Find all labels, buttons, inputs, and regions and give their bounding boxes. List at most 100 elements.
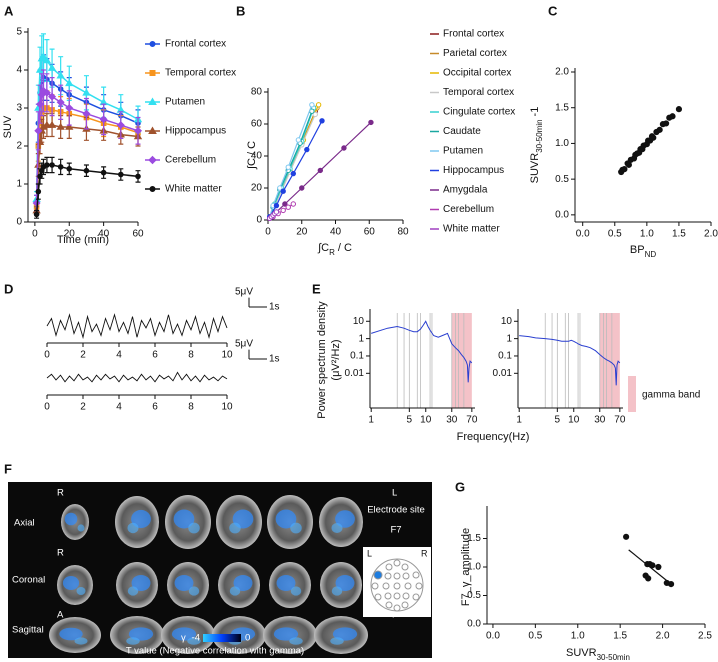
electrode [373, 570, 383, 580]
marker [312, 111, 318, 118]
y-tick-label: 2 [16, 141, 22, 152]
y-axis-label: SUVR30-50min -1 [529, 107, 544, 184]
marker [65, 103, 74, 113]
marker [656, 126, 663, 133]
panel-letter: D [4, 281, 13, 296]
x-tick-label: 10 [568, 415, 580, 426]
series-line [270, 121, 372, 218]
marker [56, 71, 65, 79]
row-label: Sagittal [12, 625, 44, 636]
electrode [393, 604, 401, 612]
x-axis-label-part: BP [630, 244, 645, 256]
x-axis-label-part: R [329, 248, 335, 257]
activation-blob [229, 522, 241, 534]
colorbar-caption: T value (Negative correlation with gamma… [126, 646, 304, 657]
y-tick-label: 10 [501, 316, 513, 327]
x-tick-label: 60 [364, 227, 376, 238]
activation-blob [59, 627, 83, 641]
electrode [404, 582, 412, 590]
marker [368, 119, 374, 126]
y-tick-label: 0.1 [498, 351, 512, 362]
legend-label: Putamen [443, 146, 483, 157]
marker [295, 137, 302, 143]
activation-blob [332, 627, 358, 641]
legend-label: White matter [165, 184, 222, 195]
marker [309, 102, 315, 108]
activation-blob [77, 524, 85, 532]
x-tick-label: 40 [330, 227, 342, 238]
marker [277, 185, 283, 191]
activation-blob [290, 522, 302, 534]
x-tick-label: 10 [221, 350, 233, 361]
x-tick-label: 10 [420, 415, 432, 426]
x-tick-label: 0.0 [576, 229, 590, 240]
activation-blob [275, 509, 297, 529]
marker [285, 164, 291, 170]
y-tick-label: 0.5 [467, 590, 481, 601]
legend-label: Frontal cortex [443, 29, 504, 40]
y-tick-label: 60 [251, 119, 263, 130]
electrode [415, 582, 423, 590]
x-tick-label: 10 [221, 402, 233, 413]
y-tick-label: 1.5 [467, 533, 481, 544]
marker [66, 166, 73, 172]
y-tick-label: 0.5 [555, 174, 569, 185]
panel-letter: F [4, 461, 12, 476]
orientation-label: R [57, 548, 64, 559]
y-tick-label: 1 [506, 333, 512, 344]
marker [135, 173, 141, 180]
x-tick-label: 30 [594, 415, 606, 426]
electrode-title: Electrode site [367, 505, 425, 516]
electrode [393, 592, 401, 600]
x-axis-label: Frequency(Hz) [457, 431, 530, 443]
marker [118, 171, 124, 178]
marker [623, 533, 630, 540]
activation-blob [173, 509, 195, 529]
x-tick-label: 1 [368, 415, 374, 426]
y-axis-label-part: 30-50min [535, 119, 544, 152]
legend-label: Cerebellum [443, 204, 494, 215]
marker [148, 97, 157, 105]
electrode [393, 582, 401, 590]
marker [133, 126, 143, 135]
activation-blob [127, 522, 139, 534]
eeg-trace [46, 371, 228, 383]
activation-blob [335, 574, 355, 592]
marker [621, 166, 628, 173]
marker [56, 122, 65, 130]
activation-blob [187, 637, 201, 645]
y-axis-label-part: SUVR [529, 153, 541, 184]
legend-label: Temporal cortex [443, 87, 514, 98]
panel-letter: G [455, 479, 465, 494]
electrode [374, 593, 382, 601]
x-tick-label: 70 [614, 415, 626, 426]
marker [47, 120, 57, 128]
x-tick-label: 0.5 [608, 229, 622, 240]
legend-label: Parietal cortex [443, 48, 507, 59]
marker [34, 160, 43, 168]
x-tick-label: 0 [265, 227, 271, 238]
marker [304, 146, 310, 153]
activation-blob [62, 576, 80, 590]
marker [299, 185, 305, 191]
x-axis-label-part: 30-50min [597, 653, 630, 662]
y-tick-label: 4 [16, 65, 22, 76]
y-axis-unit: (μV²/Hz) [330, 339, 342, 380]
activation-blob [229, 586, 241, 596]
x-tick-label: 8 [188, 350, 194, 361]
marker [49, 162, 55, 168]
y-tick-label: 5 [16, 27, 22, 38]
x-tick-label: 2 [80, 402, 86, 413]
colorbar-max: 0 [245, 633, 250, 644]
activation-blob [331, 523, 343, 533]
marker [35, 188, 42, 195]
activation-blob [188, 522, 200, 534]
row-label: Coronal [12, 575, 45, 586]
activation-blob [127, 586, 139, 596]
marker [48, 92, 57, 101]
marker [100, 169, 107, 176]
marker [42, 120, 52, 128]
spectrum-line [519, 335, 621, 386]
x-tick-label: 1.0 [571, 631, 585, 642]
x-tick-label: 20 [296, 227, 308, 238]
